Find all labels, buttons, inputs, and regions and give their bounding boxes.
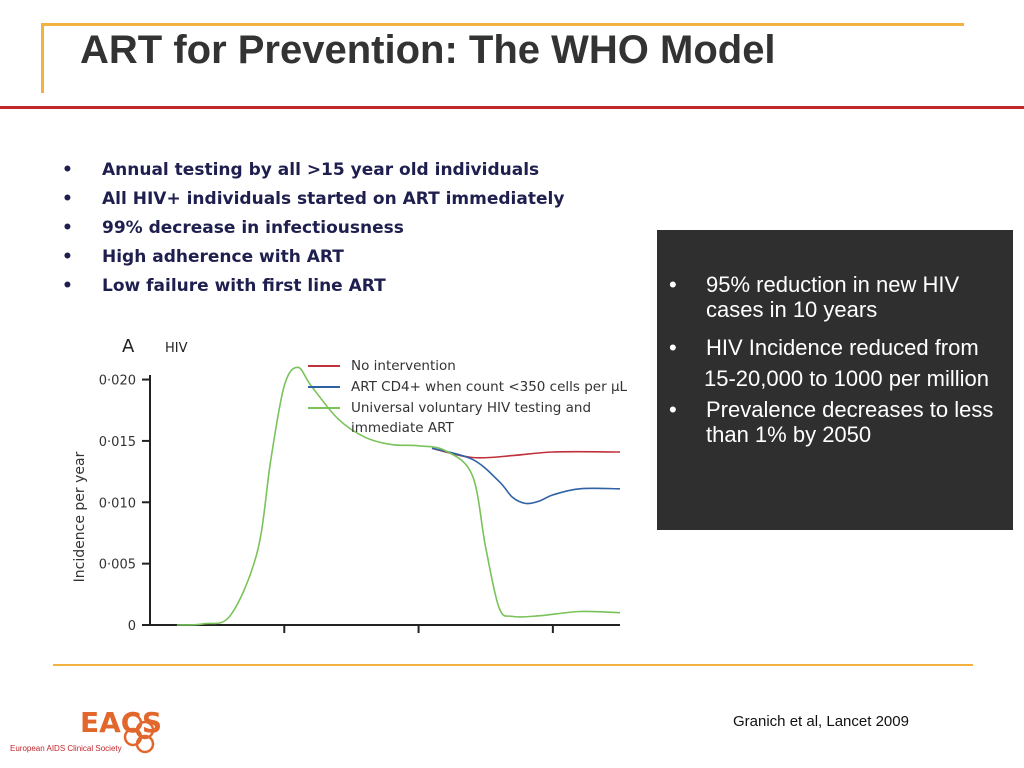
outcomes-box: • 95% reduction in new HIV cases in 10 ye…	[657, 230, 1013, 530]
y-tick-label: 0·015	[99, 435, 136, 450]
bullet-icon: •	[62, 218, 73, 238]
bullet-icon: •	[62, 189, 73, 209]
incidence-chart: A HIV Incidence per year 0 0·005 0·010 0·01…	[72, 336, 628, 634]
outcome-item: • 95% reduction in new HIV cases in 10 ye…	[657, 272, 1013, 322]
slide-title: ART for Prevention: The WHO Model	[80, 28, 776, 72]
outcome-text: 95% reduction in new HIV cases in 10 yea…	[706, 272, 960, 322]
logo-caption: European AIDS Clinical Society	[10, 744, 122, 753]
logo-ribbon-icon	[123, 713, 155, 754]
series-line-2	[431, 447, 621, 505]
x-ticks	[283, 625, 554, 633]
bullet-text: 99% decrease in infectiousness	[102, 218, 404, 238]
bullet-item: • 99% decrease in infectiousness	[62, 214, 564, 243]
legend-label: Universal voluntary HIV testing and	[351, 400, 591, 416]
bullet-text: Low failure with first line ART	[102, 276, 386, 296]
title-bracket	[41, 23, 964, 93]
bullet-text: High adherence with ART	[102, 247, 344, 267]
outcome-continuation: 15-20,000 to 1000 per million	[704, 366, 989, 391]
legend-label: ART CD4+ when count <350 cells per µL	[351, 379, 628, 395]
outcome-item: • Prevalence decreases to less than 1% by…	[657, 397, 1013, 447]
legend-label: No intervention	[351, 358, 456, 374]
bullet-text: Annual testing by all >15 year old indiv…	[102, 160, 540, 180]
legend-label: immediate ART	[351, 420, 454, 436]
bullet-text: All HIV+ individuals started on ART imme…	[102, 189, 565, 209]
bullet-icon: •	[669, 272, 677, 297]
bullet-item: • High adherence with ART	[62, 243, 564, 272]
outcome-text: HIV Incidence reduced from	[706, 335, 979, 360]
bullet-item: • All HIV+ individuals started on ART imm…	[62, 185, 564, 214]
y-tick-label: 0·020	[99, 374, 136, 389]
key-assumptions-list: • Annual testing by all >15 year old indi…	[62, 156, 564, 301]
y-tick-label: 0·010	[99, 496, 136, 511]
bullet-item: • Low failure with first line ART	[62, 272, 564, 301]
outcome-item: • HIV Incidence reduced from	[657, 335, 1013, 360]
footer-divider	[53, 664, 973, 666]
bullet-icon: •	[669, 397, 677, 422]
bullet-icon: •	[669, 335, 677, 360]
eacs-logo: EACS	[80, 706, 160, 754]
y-tick-label: 0·005	[99, 558, 136, 573]
bullet-item: • Annual testing by all >15 year old indi…	[62, 156, 564, 185]
title-divider	[0, 106, 1024, 109]
panel-label: A	[122, 336, 135, 357]
citation: Granich et al, Lancet 2009	[733, 713, 909, 730]
chart-legend: No intervention ART CD4+ when count <350 …	[308, 358, 628, 436]
bullet-icon: •	[62, 247, 73, 267]
outcome-text: Prevalence decreases to less than 1% by …	[706, 397, 994, 447]
bullet-icon: •	[62, 160, 73, 180]
bullet-icon: •	[62, 276, 73, 296]
chart-title: HIV	[165, 341, 188, 356]
series-line-1	[431, 447, 621, 459]
y-tick-label: 0	[128, 619, 136, 634]
series-line-3	[176, 366, 621, 626]
y-axis-label: Incidence per year	[72, 451, 88, 582]
series-lines	[176, 366, 621, 626]
y-ticks: 0 0·005 0·010 0·015 0·020	[99, 374, 150, 634]
